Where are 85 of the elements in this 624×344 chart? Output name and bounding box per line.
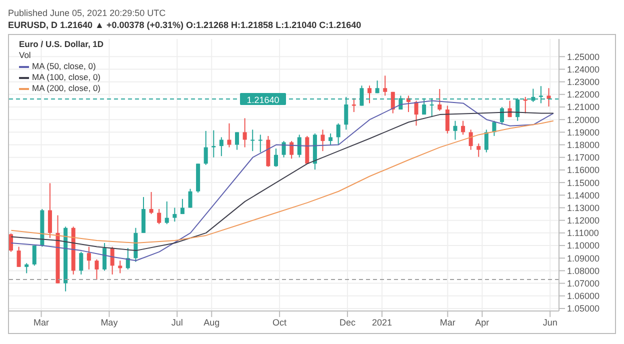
y-tick-label: 1.14000: [567, 190, 600, 200]
y-tick-label: 1.22000: [567, 90, 600, 100]
legend-label: MA (50, close, 0): [31, 61, 97, 72]
x-tick-label: May: [100, 317, 118, 328]
candlestick: [290, 140, 294, 160]
candlestick: [445, 105, 450, 134]
candlestick: [24, 262, 29, 274]
candlestick: [320, 129, 325, 152]
candlestick: [282, 140, 286, 158]
y-tick-label: 1.17000: [567, 152, 600, 163]
y-tick-label: 1.09000: [567, 253, 600, 264]
candlestick: [157, 208, 162, 225]
y-tick-label: 1.23000: [567, 77, 600, 88]
x-tick-label: Mar: [34, 317, 50, 328]
candlestick: [48, 182, 52, 238]
text: Published June 05, 2021 20:29:50 UTC: [8, 8, 167, 20]
y-tick-label: 1.11000: [567, 228, 599, 238]
candlestick: [212, 130, 216, 158]
candlestick: [375, 80, 380, 94]
candlestick: [484, 129, 488, 153]
candlestick: [297, 134, 302, 158]
legend-label: MA (200, close, 0): [31, 83, 102, 94]
chart-subtitle: EURUSD, D 1.21640 ▲ +0.00378 (+0.31%) O:1.21268 H:1.21858 L:1.21040 C:1.21640: [8, 20, 362, 32]
y-tick-label: 1.19000: [567, 127, 600, 138]
candlestick: [118, 260, 122, 274]
candlestick: [258, 134, 262, 153]
y-tick-label: 1.10000: [567, 240, 600, 251]
candlestick: [227, 122, 232, 148]
y-tick-label: 1.20000: [567, 114, 600, 125]
x-tick-label: Aug: [204, 317, 220, 328]
candlestick: [180, 198, 184, 215]
candlestick: [368, 85, 372, 104]
candlestick: [204, 130, 208, 166]
x-tick-label: Dec: [339, 317, 356, 328]
candlestick: [414, 100, 418, 126]
candlestick: [500, 106, 504, 126]
x-tick-label: Jun: [542, 317, 558, 328]
x-tick-label: Mar: [440, 317, 456, 328]
candlestick: [546, 88, 551, 107]
candlestick: [172, 207, 177, 222]
y-tick-label: 1.25000: [567, 52, 600, 62]
y-tick-label: 1.05000: [567, 304, 600, 314]
candlestick: [453, 120, 458, 140]
candlestick: [274, 148, 278, 168]
candlestick: [242, 118, 247, 148]
candlestick: [94, 258, 99, 280]
chart-title: Euro / U.S. Dollar, 1D: [19, 39, 104, 50]
candlestick: [32, 245, 36, 266]
candlestick: [390, 91, 395, 114]
y-tick-label: 1.07000: [567, 278, 600, 288]
candlestick: [476, 143, 481, 158]
candlestick: [79, 251, 84, 275]
y-tick-label: 1.16000: [567, 165, 600, 176]
y-tick-label: 1.13000: [567, 202, 600, 213]
y-tick-label: 1.12000: [567, 216, 600, 226]
annotation: Vol: [19, 50, 32, 61]
y-tick-label: 1.21000: [567, 102, 600, 112]
candlestick: [188, 188, 192, 208]
x-tick-label: Jul: [171, 317, 183, 328]
candlestick: [250, 129, 255, 152]
candlestick: [102, 242, 107, 272]
candlestick: [16, 246, 21, 268]
y-tick-label: 1.24000: [567, 64, 600, 74]
candlestick: [328, 132, 333, 146]
ref-line-label: 1.21640: [246, 94, 280, 105]
candlestick: [219, 136, 224, 157]
candlestick: [438, 88, 442, 112]
y-tick-label: 1.08000: [567, 266, 600, 276]
candlestick: [461, 120, 466, 136]
candlestick: [164, 200, 169, 225]
candlestick: [383, 75, 388, 96]
x-tick-label: Oct: [272, 317, 288, 328]
candlestick: [336, 122, 340, 146]
candlestick: [149, 192, 154, 215]
candlestick: [235, 132, 240, 150]
y-tick-label: 1.06000: [567, 291, 600, 302]
candlestick: [9, 233, 14, 252]
y-tick-label: 1.15000: [567, 178, 600, 188]
legend-label: MA (100, close, 0): [31, 72, 102, 83]
x-tick-label: 2021: [372, 317, 392, 328]
candlestick: [141, 196, 146, 234]
candlestick: [86, 246, 91, 270]
y-tick-label: 1.18000: [567, 140, 600, 150]
x-tick-label: Apr: [475, 317, 490, 328]
candlestick: [468, 129, 473, 150]
